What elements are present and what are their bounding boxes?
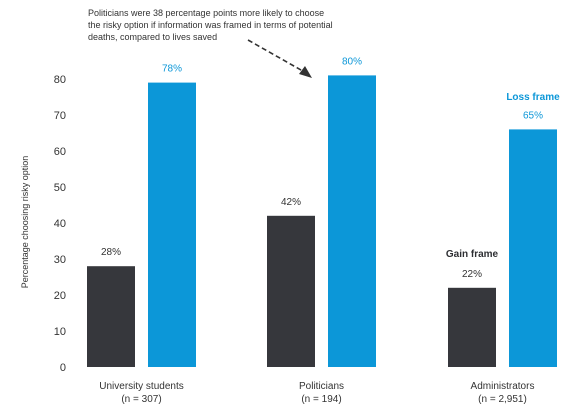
category-n: (n = 2,951)	[478, 394, 527, 405]
bar	[267, 215, 315, 367]
category-n: (n = 194)	[301, 394, 341, 405]
bar	[328, 75, 376, 368]
data-label: 80%	[342, 56, 362, 67]
category-n: (n = 307)	[121, 394, 161, 405]
annotation: Politicians were 38 percentage points mo…	[88, 8, 333, 42]
y-tick-label: 70	[54, 110, 66, 122]
annotation-line: deaths, compared to lives saved	[88, 32, 217, 42]
legend-loss-frame: Loss frame	[506, 92, 560, 103]
y-tick-label: 60	[54, 146, 66, 158]
data-label: 22%	[462, 269, 482, 280]
bar	[148, 82, 196, 367]
bar	[87, 266, 135, 367]
bars: 28% 42% 22% 78% 80% 65%	[87, 56, 557, 368]
data-label: 78%	[162, 64, 182, 75]
y-tick-label: 80	[54, 74, 66, 86]
y-tick-label: 30	[54, 254, 66, 266]
y-axis-label: Percentage choosing risky option	[20, 156, 30, 289]
y-tick-label: 10	[54, 326, 66, 338]
legend: Gain frame Loss frame	[446, 92, 560, 260]
bar	[448, 287, 496, 367]
annotation-arrow-line	[247, 39, 309, 75]
data-label: 65%	[523, 110, 543, 121]
annotation-line: Politicians were 38 percentage points mo…	[88, 8, 324, 18]
x-axis: University students (n = 307) Politicians (…	[99, 381, 534, 405]
y-tick-label: 20	[54, 290, 66, 302]
category-label: Administrators	[471, 381, 535, 392]
annotation-line: the risky option if information was fram…	[88, 20, 333, 30]
legend-gain-frame: Gain frame	[446, 249, 499, 260]
data-label: 28%	[101, 247, 121, 258]
y-tick-label: 50	[54, 182, 66, 194]
y-tick-label: 0	[60, 362, 66, 374]
bar	[509, 129, 557, 367]
category-label: Politicians	[299, 381, 344, 392]
category-label: University students	[99, 381, 183, 392]
annotation-arrowhead	[299, 66, 312, 78]
y-axis: 0 10 20 30 40 50 60 70 80	[54, 74, 66, 374]
data-label: 42%	[281, 197, 301, 208]
y-tick-label: 40	[54, 218, 66, 230]
